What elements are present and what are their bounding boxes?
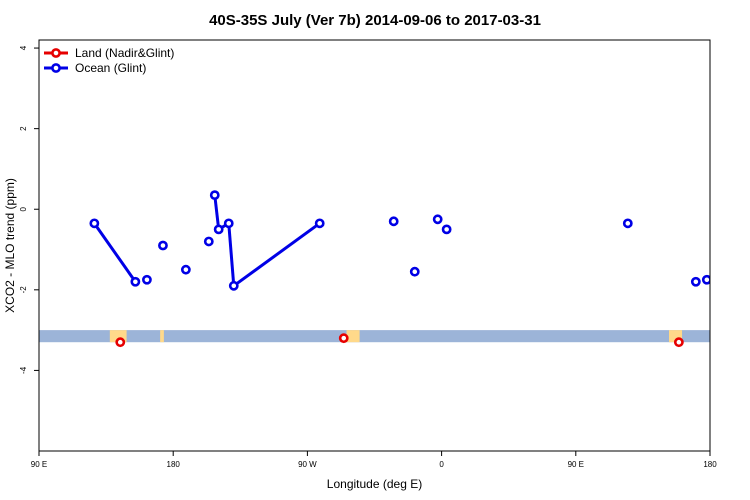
x-axis: 90 E 180 90 W 0 90 E 180 — [31, 451, 717, 469]
map-strip — [39, 330, 710, 343]
x-axis-label: Longitude (deg E) — [327, 477, 422, 491]
y-tick-label: 0 — [19, 206, 28, 211]
x-tick-label: 90 W — [298, 460, 317, 469]
y-tick-label: 2 — [19, 126, 28, 131]
legend: Land (Nadir&Glint)Ocean (Glint) — [44, 46, 174, 75]
x-tick-label: 180 — [167, 460, 181, 469]
chart-title: 40S-35S July (Ver 7b) 2014-09-06 to 2017… — [209, 12, 541, 29]
ocean-data-point — [701, 274, 710, 285]
ocean-data-point — [314, 218, 325, 229]
series-line-segment — [213, 194, 221, 230]
ocean-data-point — [223, 218, 234, 229]
ocean-data-point — [158, 240, 168, 251]
x-tick-label: 180 — [703, 460, 717, 469]
ocean-data-point — [142, 274, 152, 285]
ocean-data-point — [388, 216, 399, 227]
land-data-point — [115, 337, 126, 348]
map-strip-land — [346, 330, 360, 343]
x-tick-label: 90 E — [568, 460, 584, 469]
series-line-segment — [227, 223, 236, 286]
series-points — [89, 190, 729, 348]
series-line-segment — [93, 222, 137, 283]
ocean-data-point — [409, 266, 420, 277]
plot-frame — [38, 39, 711, 452]
ocean-data-point — [203, 236, 214, 247]
land-data-point — [673, 337, 684, 348]
legend-marker — [51, 48, 61, 58]
ocean-data-point — [432, 214, 443, 225]
ocean-data-point — [228, 280, 239, 291]
legend-label: Land (Nadir&Glint) — [75, 46, 174, 60]
ocean-data-point — [130, 276, 141, 287]
y-axis: 4 2 0 -2 -4 — [19, 45, 39, 374]
y-tick-label: -4 — [19, 366, 28, 374]
ocean-data-point — [180, 264, 191, 275]
map-strip-land — [160, 330, 164, 343]
legend-marker — [51, 63, 61, 73]
ocean-data-point — [89, 218, 100, 229]
ocean-data-point — [209, 190, 220, 201]
ocean-data-point — [441, 224, 452, 235]
x-tick-label: 0 — [439, 460, 444, 469]
land-data-point — [338, 333, 349, 344]
legend-label: Ocean (Glint) — [75, 61, 146, 75]
ocean-data-point — [622, 218, 633, 229]
y-tick-label: -2 — [19, 286, 28, 294]
ocean-data-point — [213, 224, 224, 235]
ocean-data-point — [722, 242, 729, 249]
y-axis-label: XCO2 - MLO trend (ppm) — [3, 178, 17, 313]
map-strip-ocean — [39, 330, 710, 343]
x-tick-label: 90 E — [31, 460, 47, 469]
series-line-segment — [232, 222, 321, 288]
y-tick-label: 4 — [19, 45, 28, 50]
ocean-data-point — [690, 276, 701, 287]
